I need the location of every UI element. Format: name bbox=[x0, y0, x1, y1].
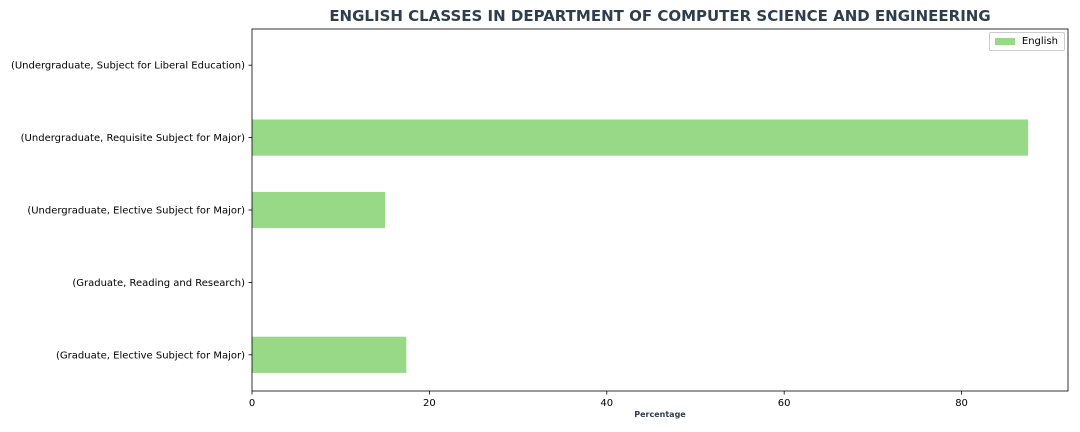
x-tick-label-3: 60 bbox=[778, 398, 791, 409]
x-tick-label-0: 0 bbox=[249, 398, 255, 409]
x-tick-label-4: 80 bbox=[955, 398, 968, 409]
legend-label-english: English bbox=[1021, 36, 1058, 47]
y-tick-label-0: (Undergraduate, Subject for Liberal Educ… bbox=[11, 61, 245, 72]
y-tick-label-2: (Undergraduate, Elective Subject for Maj… bbox=[27, 206, 245, 217]
bar-2 bbox=[252, 191, 386, 229]
bar-4 bbox=[252, 336, 407, 373]
x-axis-label: Percentage bbox=[634, 410, 686, 419]
y-tick-label-4: (Graduate, Elective Subject for Major) bbox=[56, 350, 245, 361]
chart-title: ENGLISH CLASSES IN DEPARTMENT OF COMPUTE… bbox=[329, 7, 991, 25]
bar-1 bbox=[252, 119, 1029, 156]
y-tick-label-3: (Graduate, Reading and Research) bbox=[72, 278, 245, 289]
x-tick-label-1: 20 bbox=[423, 398, 436, 409]
y-tick-label-1: (Undergraduate, Requisite Subject for Ma… bbox=[21, 133, 245, 144]
legend: English bbox=[988, 32, 1065, 51]
legend-swatch-english bbox=[994, 38, 1015, 45]
x-tick-label-2: 40 bbox=[600, 398, 613, 409]
